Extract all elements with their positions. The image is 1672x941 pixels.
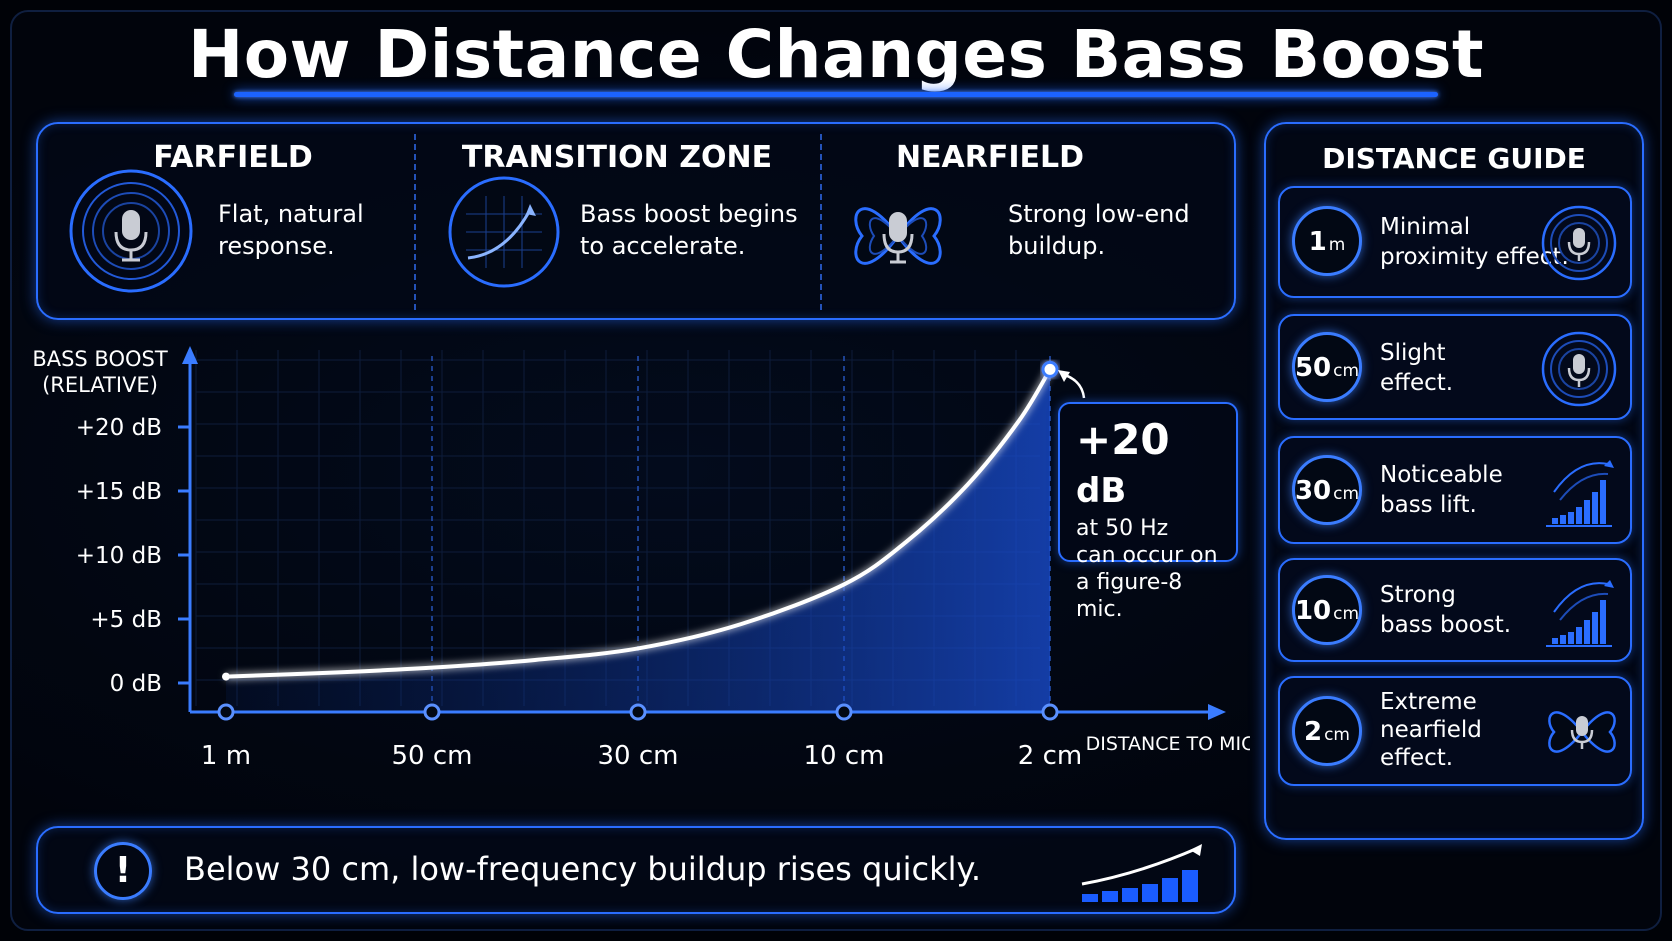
guide-card-10cm: 10 cm Strong bass boost. (1278, 558, 1632, 662)
zone-description: Flat, natural response. (218, 200, 364, 260)
distance-badge: 10 cm (1292, 575, 1362, 645)
x-tick-label: 2 cm (1018, 741, 1082, 771)
card-description: Slight effect. (1380, 340, 1454, 396)
y-tick-label: +15 dB (76, 479, 162, 505)
distance-badge: 30 cm (1292, 455, 1362, 525)
rising-bars-icon (1078, 840, 1208, 910)
callout-description: at 50 Hz can occur on a figure-8 mic. (1076, 516, 1218, 622)
mic-rings-icon (1540, 330, 1618, 412)
card-description: Extreme nearfield effect. (1380, 689, 1482, 771)
x-tick-label: 30 cm (598, 741, 679, 771)
zone-farfield: FARFIELD Flat, natural response. (38, 124, 414, 318)
zone-description: Bass boost begins to accelerate. (580, 200, 798, 260)
x-ticks: 1 m 50 cm 30 cm 10 cm 2 cm (201, 703, 1082, 771)
rising-bars-icon (1538, 572, 1618, 656)
card-description: Minimal proximity effect. (1380, 214, 1569, 270)
peak-point (1041, 360, 1059, 378)
x-tick-label: 1 m (201, 741, 251, 771)
x-axis-label: DISTANCE TO MIC (1086, 733, 1250, 755)
y-axis-label-line1: BASS BOOST (32, 347, 168, 371)
curve-area (226, 369, 1050, 712)
bass-boost-curve (225, 368, 1052, 679)
zone-divider (414, 134, 416, 310)
title-underline (234, 92, 1438, 97)
footer-panel: ! Below 30 cm, low-frequency buildup ris… (36, 826, 1236, 914)
guide-card-30cm: 30 cm Noticeable bass lift. (1278, 436, 1632, 544)
card-description: Noticeable bass lift. (1380, 462, 1503, 518)
peak-callout: +20 dB at 50 Hz can occur on a figure-8 … (1058, 402, 1238, 622)
guide-card-2cm: 2 cm Extreme nearfield effect. (1278, 676, 1632, 786)
y-ticks: +20 dB +15 dB +10 dB +5 dB 0 dB (76, 415, 190, 697)
zone-title: NEARFIELD (895, 140, 1085, 175)
page-title: How Distance Changes Bass Boost (187, 16, 1485, 93)
distance-badge: 2 cm (1292, 696, 1362, 766)
callout-value: +20 dB (1076, 415, 1170, 512)
x-tick-marker (423, 703, 441, 721)
callout-pointer-head (1058, 370, 1070, 382)
zone-description: Strong low-end buildup. (1008, 200, 1190, 260)
x-tick-marker (835, 703, 853, 721)
x-tick-marker (1041, 703, 1059, 721)
mic-rings-icon (66, 166, 196, 300)
x-axis-arrow (1208, 704, 1226, 720)
y-tick-label: +5 dB (90, 607, 162, 633)
mic-rings-icon (1540, 204, 1618, 286)
y-axis-label-line2: (RELATIVE) (42, 373, 158, 397)
figure-8-mic-icon (852, 176, 944, 300)
y-tick-label: +20 dB (76, 415, 162, 441)
y-axis-arrow (182, 346, 198, 364)
start-point (222, 672, 230, 681)
figure-8-mic-icon (1546, 690, 1618, 778)
zone-nearfield: NEARFIELD Strong low-end buildup. (820, 124, 1238, 318)
distance-badge: 50 cm (1292, 332, 1362, 402)
x-tick-label: 50 cm (392, 741, 473, 771)
x-tick-marker (629, 703, 647, 721)
card-description: Strong bass boost. (1380, 582, 1512, 638)
y-tick-label: +10 dB (76, 543, 162, 569)
bass-boost-chart: +20 dB +15 dB +10 dB +5 dB 0 dB 1 m 50 cm 30 c… (32, 346, 1250, 771)
zones-panel: FARFIELD Flat, natural response. TRANSITI… (36, 122, 1236, 320)
guide-title: DISTANCE GUIDE (1322, 142, 1586, 175)
footer-message: Below 30 cm, low-frequency buildup rises… (184, 850, 982, 888)
zone-divider (820, 134, 822, 310)
guide-card-50cm: 50 cm Slight effect. (1278, 314, 1632, 420)
zone-title: FARFIELD (153, 140, 313, 175)
y-tick-label: 0 dB (110, 671, 162, 697)
curve-graph-icon (446, 174, 562, 294)
x-tick-marker (217, 703, 235, 721)
alert-icon: ! (94, 842, 152, 900)
zone-title: TRANSITION ZONE (461, 140, 773, 175)
zone-transition: TRANSITION ZONE Bass boost begins to acce… (414, 124, 820, 318)
rising-bars-icon (1538, 452, 1618, 536)
x-tick-label: 10 cm (804, 741, 885, 771)
